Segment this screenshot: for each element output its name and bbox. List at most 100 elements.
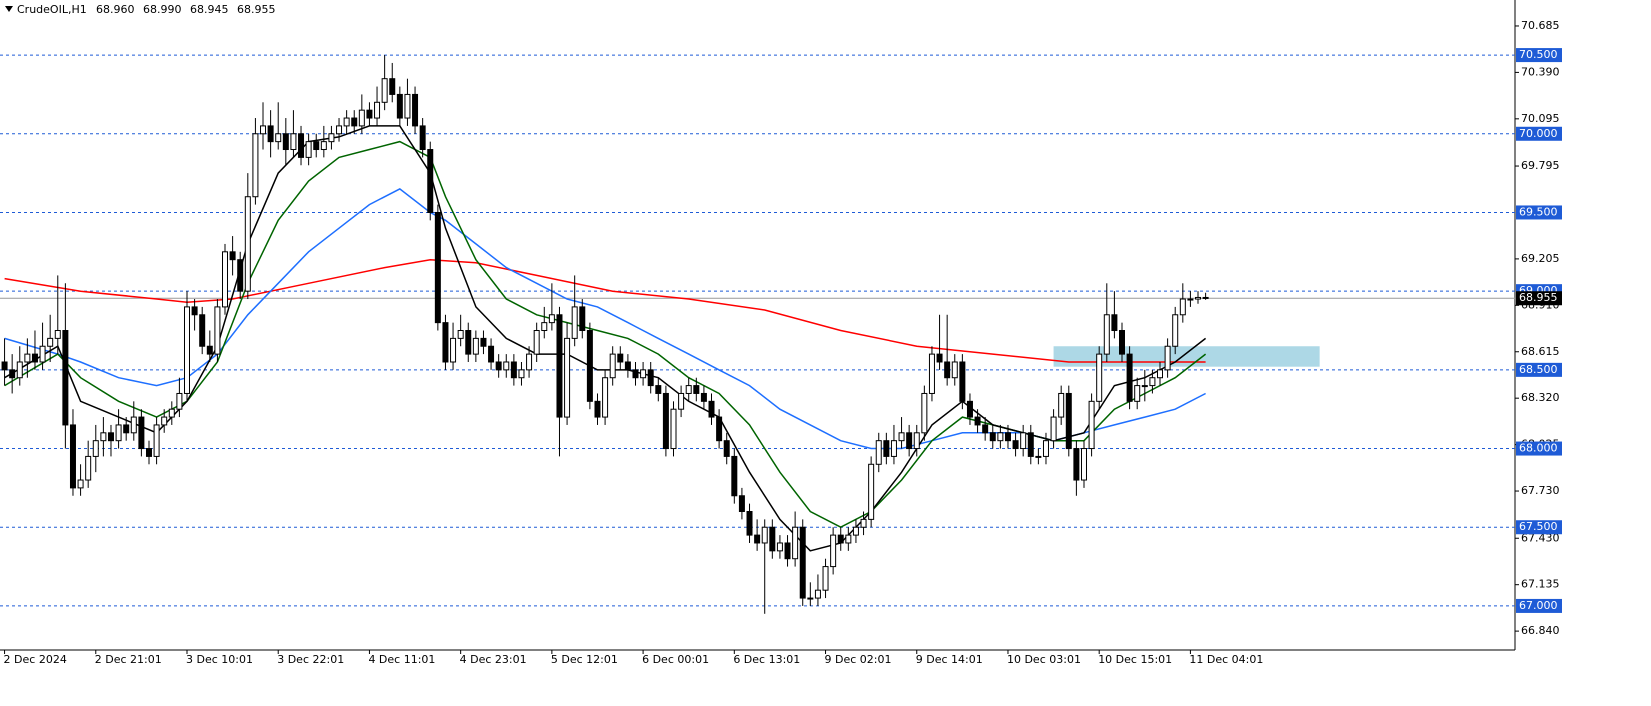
candle-body — [191, 306, 198, 316]
level-label: 70.000 — [1519, 127, 1558, 140]
candle-body — [662, 392, 669, 450]
candle-body — [875, 440, 882, 465]
level-label-box — [1516, 48, 1562, 63]
candle-body — [708, 400, 715, 418]
candle-body — [670, 408, 677, 450]
candle-body — [883, 440, 890, 457]
candle-body — [1080, 448, 1087, 481]
candle-body — [761, 526, 768, 544]
candle-body — [974, 416, 981, 426]
candle-body — [548, 314, 555, 324]
y-tick-label: 66.840 — [1521, 624, 1560, 637]
candle-body — [928, 353, 935, 394]
header-value: 68.945 — [190, 3, 229, 16]
level-label-box — [1516, 598, 1562, 613]
candle-body — [769, 526, 776, 552]
y-tick-label: 67.730 — [1521, 484, 1560, 497]
candle-body — [784, 542, 791, 560]
level-label: 69.500 — [1519, 205, 1558, 218]
candle-body — [434, 211, 441, 324]
candle-body — [54, 330, 61, 339]
candle-body — [404, 93, 411, 119]
candle-body — [267, 125, 274, 143]
y-tick-label: 67.135 — [1521, 578, 1560, 591]
candle-body — [556, 314, 563, 418]
candle-body — [989, 432, 996, 442]
candle-body — [39, 345, 46, 363]
candle-body — [130, 416, 137, 434]
y-tick-label: 70.095 — [1521, 112, 1560, 125]
candle-body — [860, 518, 867, 528]
candle-body — [328, 133, 335, 143]
candle-body — [161, 416, 168, 426]
candle-body — [85, 455, 92, 481]
candle-body — [168, 408, 175, 418]
x-tick-label: 2 Dec 2024 — [4, 653, 67, 666]
candle-body — [624, 361, 631, 371]
candle-body — [503, 361, 510, 371]
candle-body — [731, 455, 738, 497]
header-value: 68.960 — [96, 3, 135, 16]
candle-body — [1134, 385, 1141, 402]
candle-body — [510, 361, 517, 379]
candle-body — [564, 337, 571, 418]
menu-arrow[interactable] — [5, 6, 13, 12]
candle-body — [100, 432, 107, 442]
x-tick-label: 2 Dec 21:01 — [95, 653, 162, 666]
x-tick-label: 4 Dec 11:01 — [368, 653, 435, 666]
candle-body — [602, 377, 609, 418]
candle-body — [807, 597, 814, 600]
candle-body — [814, 589, 821, 599]
candle-body — [123, 424, 130, 434]
candle-body — [1027, 432, 1034, 457]
level-label: 67.000 — [1519, 599, 1558, 612]
candle-body — [1149, 377, 1156, 387]
candle-body — [77, 479, 84, 489]
x-tick-label: 11 Dec 04:01 — [1189, 653, 1263, 666]
x-tick-label: 5 Dec 12:01 — [551, 653, 618, 666]
price-label-box — [1516, 291, 1562, 306]
candle-body — [845, 534, 852, 544]
candle-body — [320, 141, 327, 151]
candle-body — [183, 306, 190, 394]
candle-body — [92, 440, 99, 457]
candle-body — [252, 133, 259, 198]
candle-body — [412, 93, 419, 127]
candle-body — [472, 337, 479, 355]
candle-body — [647, 369, 654, 387]
candle-body — [1020, 432, 1027, 450]
candle-body — [1058, 392, 1065, 418]
candle-body — [837, 534, 844, 544]
candle-body — [518, 369, 525, 379]
x-tick-label: 10 Dec 03:01 — [1007, 653, 1081, 666]
level-label: 68.000 — [1519, 442, 1558, 455]
candle-body — [1195, 296, 1202, 300]
candle-body — [229, 251, 236, 261]
candle-body — [693, 385, 700, 394]
level-label: 67.500 — [1519, 520, 1558, 533]
candle-body — [298, 133, 305, 158]
candle-body — [533, 330, 540, 355]
candle-body — [275, 133, 282, 143]
candle-body — [153, 424, 160, 457]
candle-body — [145, 448, 152, 457]
y-tick-label: 69.795 — [1521, 159, 1560, 172]
candle-body — [1111, 314, 1118, 332]
candle-body — [868, 463, 875, 520]
candle-body — [450, 337, 457, 363]
candle-body — [852, 526, 859, 536]
zone — [1053, 346, 1320, 367]
candle-body — [571, 306, 578, 339]
candle-body — [738, 495, 745, 513]
candle-body — [754, 534, 761, 544]
candle-body — [1042, 440, 1049, 457]
y-tick-label: 70.390 — [1521, 65, 1560, 78]
level-label: 70.500 — [1519, 48, 1558, 61]
candle-body — [495, 361, 502, 371]
candle-body — [1004, 432, 1011, 442]
candle-body — [336, 125, 343, 135]
candle-body — [1050, 416, 1057, 442]
candle-body — [24, 353, 31, 363]
candle-body — [31, 353, 38, 363]
